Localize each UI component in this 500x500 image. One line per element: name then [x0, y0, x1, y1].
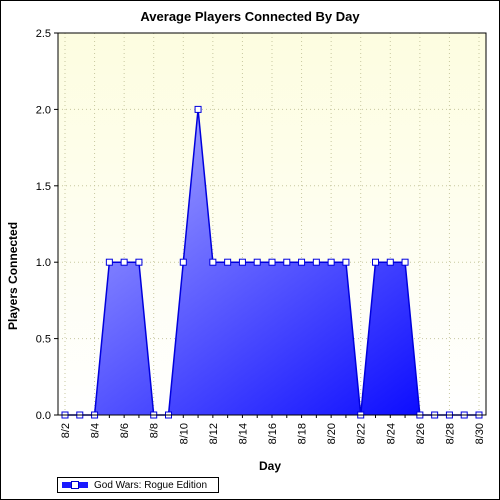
x-tick-label: 8/16 [267, 423, 279, 444]
x-tick-label: 8/22 [356, 423, 368, 444]
x-tick-label: 8/2 [60, 423, 72, 438]
data-point [298, 258, 306, 266]
x-tick-label: 8/6 [119, 423, 131, 438]
data-point [386, 258, 394, 266]
x-tick-label: 8/28 [444, 423, 456, 444]
legend-swatch-icon [62, 479, 88, 491]
y-tick-label: 1.0 [36, 257, 51, 269]
data-point [312, 258, 320, 266]
data-point [179, 258, 187, 266]
data-point [238, 258, 246, 266]
data-point [327, 258, 335, 266]
data-point [194, 105, 202, 113]
x-tick-label: 8/4 [90, 423, 102, 438]
x-tick-label: 8/10 [178, 423, 190, 444]
x-tick-label: 8/8 [149, 423, 161, 438]
data-point [209, 258, 217, 266]
x-tick-label: 8/20 [326, 423, 338, 444]
x-tick-label: 8/12 [208, 423, 220, 444]
y-tick-label: 0.5 [36, 334, 51, 346]
y-tick-label: 2.5 [36, 28, 51, 40]
data-point [268, 258, 276, 266]
data-point [342, 258, 350, 266]
x-tick-label: 8/24 [385, 423, 397, 444]
x-tick-label: 8/14 [237, 423, 249, 444]
data-point [105, 258, 113, 266]
y-tick-label: 0.0 [36, 410, 51, 422]
y-tick-label: 2.0 [36, 104, 51, 116]
x-axis-label: Day [258, 459, 281, 473]
y-tick-label: 1.5 [36, 181, 51, 193]
data-point [283, 258, 291, 266]
x-tick-label: 8/18 [297, 423, 309, 444]
plot-border [57, 32, 487, 416]
data-point [135, 258, 143, 266]
legend-series-name: God Wars: Rogue Edition [94, 479, 208, 491]
data-point [372, 258, 379, 266]
x-tick-label: 8/30 [474, 423, 486, 444]
data-point [401, 258, 409, 266]
data-point [253, 258, 261, 266]
chart-title: Average Players Connected By Day [140, 9, 360, 24]
x-tick-label: 8/26 [415, 423, 427, 444]
data-point [224, 258, 232, 266]
data-point [120, 258, 128, 266]
legend: God Wars: Rogue Edition [57, 477, 219, 493]
